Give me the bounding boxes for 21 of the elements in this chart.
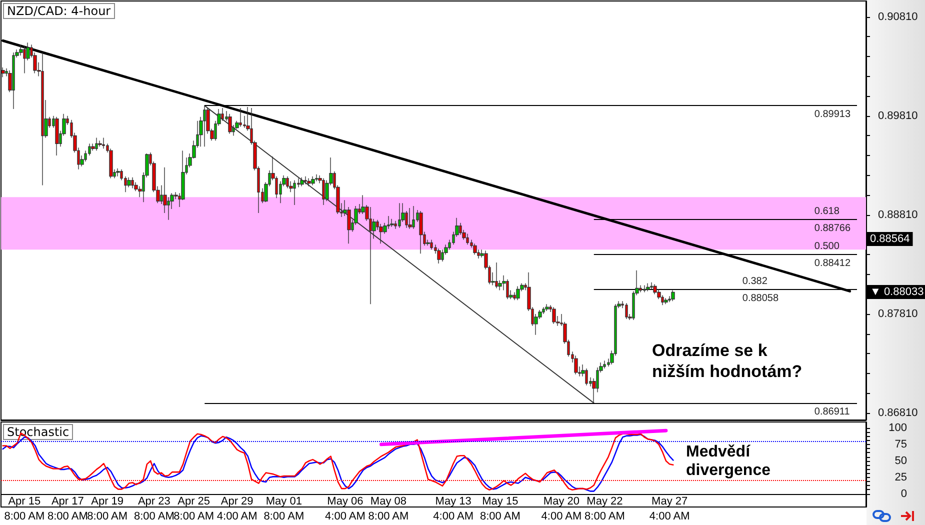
x-tick-label: May 22 8:00 AM: [584, 496, 625, 522]
y-tick-label: 0: [900, 488, 907, 500]
x-tick-label: Apr 19 8:00 AM: [87, 496, 128, 522]
y-tick-label: 75: [894, 438, 907, 450]
x-tick-label: May 20 4:00 AM: [541, 496, 582, 522]
y-tick-label: 25: [894, 471, 907, 484]
x-tick-label: Apr 23 8:00 AM: [134, 496, 174, 522]
x-tick-label: May 13 4:00 AM: [433, 496, 474, 522]
x-tick-label: May 27 4:00 AM: [649, 496, 690, 522]
x-tick-label: Apr 25 8:00 AM: [174, 496, 214, 522]
chart-title: Stochastic: [7, 425, 70, 439]
x-tick-label: May 15 8:00 AM: [480, 496, 520, 522]
annotation: Medvědí divergence: [686, 443, 771, 479]
x-tick-label: Apr 17 8:00 AM: [47, 496, 88, 522]
x-tick-label: Apr 15 8:00 AM: [4, 496, 45, 522]
y-tick-label: 100: [888, 422, 907, 434]
x-tick-label: May 01 8:00 AM: [264, 496, 304, 522]
x-tick-label: Apr 29 4:00 AM: [216, 496, 258, 522]
x-tick-label: May 08 8:00 AM: [368, 496, 409, 522]
y-tick-label: 50: [894, 454, 907, 467]
x-tick-label: May 06 4:00 AM: [325, 496, 366, 522]
